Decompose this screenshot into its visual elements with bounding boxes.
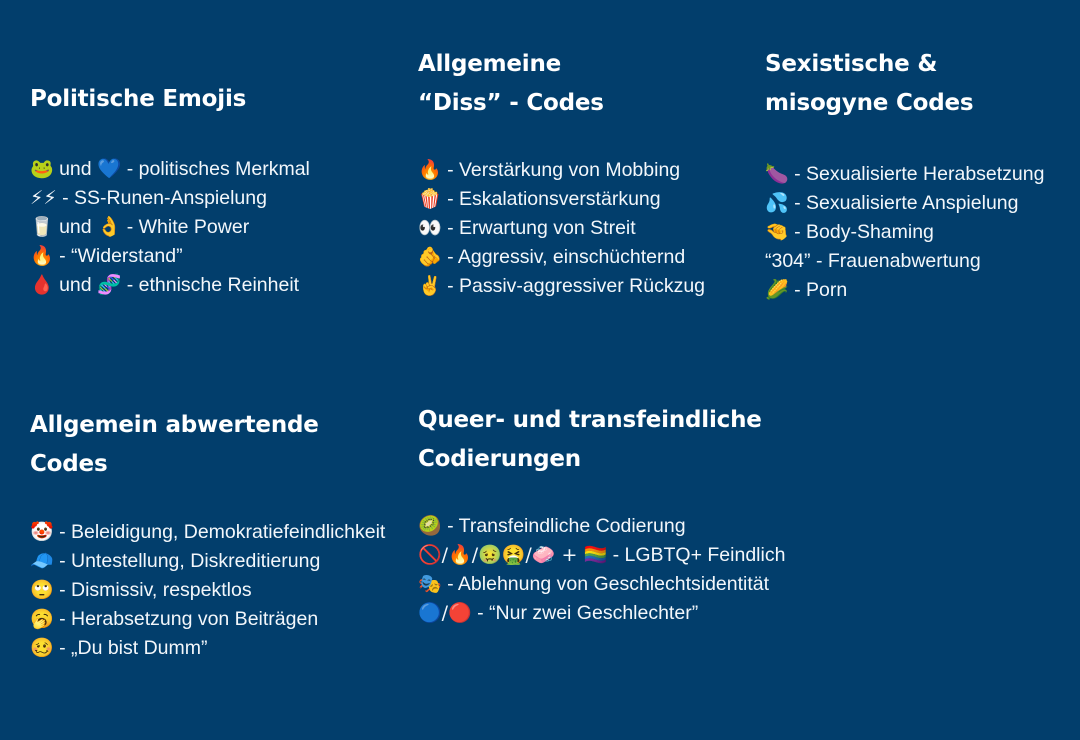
item-text: - Ablehnung von Geschlechtsidentität (441, 573, 770, 595)
emoji-icon: 🚫/🔥/🤢🤮/🧼 + 🏳️‍🌈 (418, 544, 608, 566)
emoji-icon: 🍆 (765, 163, 789, 185)
emoji-icon: 🥝 (418, 515, 442, 537)
list-item: 🩸 und 🧬 - ethnische Reinheit (30, 271, 310, 300)
emoji-icon: 🔥 (30, 245, 54, 267)
list-item: ⚡⚡ - SS-Runen-Anspielung (30, 184, 310, 213)
item-text: - Eskalationsverstärkung (441, 188, 661, 210)
list-item: 🥝 - Transfeindliche Codierung (418, 512, 785, 541)
list-item: 🤏 - Body-Shaming (765, 218, 1044, 247)
list-item: 👀 - Erwartung von Streit (418, 214, 705, 243)
item-text: - Aggressiv, einschüchternd (441, 246, 686, 268)
item-text: - „Du bist Dumm” (53, 637, 208, 659)
item-text: - Beleidigung, Demokratiefeindlichkeit (53, 521, 386, 543)
list-item: 🎭 - Ablehnung von Geschlechtsidentität (418, 570, 785, 599)
emoji-icon: 🤏 (765, 221, 789, 243)
list-item: 🥱 - Herabsetzung von Beiträgen (30, 605, 385, 634)
emoji-icon: 🥱 (30, 608, 54, 630)
emoji-icon: 🤡 (30, 521, 54, 543)
item-text: - SS-Runen-Anspielung (56, 187, 267, 209)
list-item: “304” - Frauenabwertung (765, 247, 1044, 276)
item-text: - Body-Shaming (788, 221, 934, 243)
emoji-icon: 🩸 (30, 274, 54, 296)
list-item: 🙄 - Dismissiv, respektlos (30, 576, 385, 605)
code-list: 🐸 und 💙 - politisches Merkmal ⚡⚡ - SS-Ru… (30, 155, 310, 300)
emoji-icon: ✌️ (418, 275, 442, 297)
list-item: 🥛 und 👌 - White Power (30, 213, 310, 242)
section-politische-emojis: Politische Emojis 🐸 und 💙 - politisches … (30, 80, 310, 300)
section-sexistische-codes: Sexistische & misogyne Codes 🍆 - Sexuali… (765, 45, 1044, 305)
list-item: 🧢 - Untestellung, Diskreditierung (30, 547, 385, 576)
item-text: und 💙 - politisches Merkmal (53, 158, 310, 180)
item-text: - “Widerstand” (53, 245, 183, 267)
item-text: und 🧬 - ethnische Reinheit (53, 274, 300, 296)
item-text: und 👌 - White Power (53, 216, 250, 238)
list-item: 💦 - Sexualisierte Anspielung (765, 189, 1044, 218)
section-queer-transfeindliche-codierungen: Queer- und transfeindliche Codierungen 🥝… (418, 401, 785, 628)
list-item: 🌽 - Porn (765, 276, 1044, 305)
list-item: ✌️ - Passiv-aggressiver Rückzug (418, 272, 705, 301)
item-text: - Sexualisierte Anspielung (788, 192, 1019, 214)
item-text: - Erwartung von Streit (441, 217, 636, 239)
item-text: “304” - Frauenabwertung (765, 250, 981, 272)
emoji-icon: 🎭 (418, 573, 442, 595)
item-text: - Verstärkung von Mobbing (441, 159, 681, 181)
item-text: - Dismissiv, respektlos (53, 579, 252, 601)
section-title: Queer- und transfeindliche Codierungen (418, 407, 762, 472)
emoji-icon: 🌽 (765, 279, 789, 301)
list-item: 🐸 und 💙 - politisches Merkmal (30, 155, 310, 184)
item-text: - Porn (788, 279, 848, 301)
emoji-icon: 💦 (765, 192, 789, 214)
list-item: 🔵/🔴 - “Nur zwei Geschlechter” (418, 599, 785, 628)
item-text: - Herabsetzung von Beiträgen (53, 608, 319, 630)
emoji-icon: 🥛 (30, 216, 54, 238)
list-item: 🍆 - Sexualisierte Herabsetzung (765, 160, 1044, 189)
emoji-icon: 🔥 (418, 159, 442, 181)
list-item: 🤡 - Beleidigung, Demokratiefeindlichkeit (30, 518, 385, 547)
list-item: 🍿 - Eskalationsverstärkung (418, 185, 705, 214)
emoji-icon: 🐸 (30, 158, 54, 180)
emoji-icon: 🫵 (418, 246, 442, 268)
list-item: 🔥 - Verstärkung von Mobbing (418, 156, 705, 185)
emoji-icon: ⚡⚡ (30, 187, 57, 209)
section-title: Politische Emojis (30, 86, 247, 112)
emoji-icon: 🙄 (30, 579, 54, 601)
list-item: 🚫/🔥/🤢🤮/🧼 + 🏳️‍🌈 - LGBTQ+ Feindlich (418, 541, 785, 570)
list-item: 🫵 - Aggressiv, einschüchternd (418, 243, 705, 272)
section-abwertende-codes: Allgemein abwertende Codes 🤡 - Beleidigu… (30, 406, 385, 663)
emoji-icon: 🔵/🔴 (418, 602, 472, 624)
list-item: 🥴 - „Du bist Dumm” (30, 634, 385, 663)
section-title: Allgemein abwertende Codes (30, 412, 319, 477)
item-text: - Untestellung, Diskreditierung (53, 550, 321, 572)
code-list: 🔥 - Verstärkung von Mobbing 🍿 - Eskalati… (418, 156, 705, 301)
emoji-icon: 🍿 (418, 188, 442, 210)
item-text: - Passiv-aggressiver Rückzug (441, 275, 706, 297)
item-text: - Transfeindliche Codierung (441, 515, 686, 537)
emoji-icon: 🥴 (30, 637, 54, 659)
emoji-icon: 👀 (418, 217, 442, 239)
code-list: 🥝 - Transfeindliche Codierung 🚫/🔥/🤢🤮/🧼 +… (418, 512, 785, 628)
code-list: 🍆 - Sexualisierte Herabsetzung 💦 - Sexua… (765, 160, 1044, 305)
code-list: 🤡 - Beleidigung, Demokratiefeindlichkeit… (30, 518, 385, 663)
list-item: 🔥 - “Widerstand” (30, 242, 310, 271)
item-text: - Sexualisierte Herabsetzung (788, 163, 1045, 185)
section-diss-codes: Allgemeine “Diss” - Codes 🔥 - Verstärkun… (418, 45, 705, 301)
section-title: Allgemeine “Diss” - Codes (418, 51, 604, 116)
item-text: - LGBTQ+ Feindlich (607, 544, 786, 566)
item-text: - “Nur zwei Geschlechter” (471, 602, 699, 624)
section-title: Sexistische & misogyne Codes (765, 51, 974, 116)
emoji-icon: 🧢 (30, 550, 54, 572)
